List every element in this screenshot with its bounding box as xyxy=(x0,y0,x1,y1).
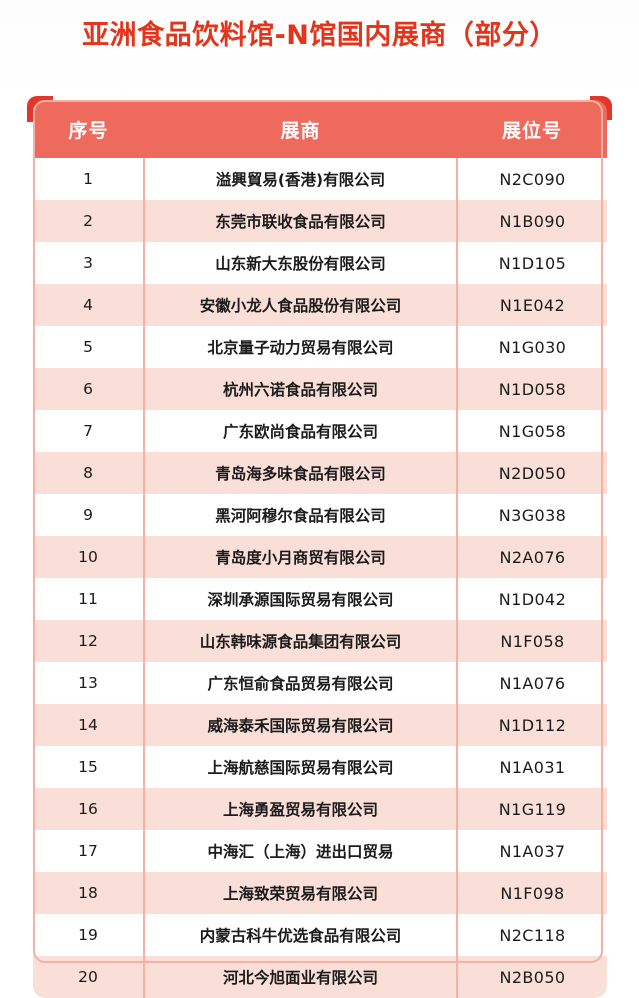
cell-booth: N1A031 xyxy=(456,746,607,788)
cell-booth: N2C090 xyxy=(456,158,607,200)
page-title: 亚洲食品饮料馆-N馆国内展商（部分） xyxy=(82,20,557,51)
cell-no: 18 xyxy=(33,872,145,914)
cell-no: 13 xyxy=(33,662,145,704)
cell-booth: N1E042 xyxy=(456,284,607,326)
table-row: 6 杭州六诺食品有限公司 N1D058 xyxy=(33,368,607,410)
cell-no: 4 xyxy=(33,284,145,326)
cell-booth: N1G119 xyxy=(456,788,607,830)
cell-no: 9 xyxy=(33,494,145,536)
table-header: 序号 展商 展位号 xyxy=(33,100,607,158)
cell-no: 14 xyxy=(33,704,145,746)
cell-no: 20 xyxy=(33,956,145,998)
cell-no: 19 xyxy=(33,914,145,956)
cell-booth: N1A076 xyxy=(456,662,607,704)
cell-no: 1 xyxy=(33,158,145,200)
cell-booth: N1G030 xyxy=(456,326,607,368)
table-row: 5 北京量子动力贸易有限公司 N1G030 xyxy=(33,326,607,368)
table-row: 20 河北今旭面业有限公司 N2B050 xyxy=(33,956,607,998)
cell-no: 8 xyxy=(33,452,145,494)
cell-exhibitor: 山东新大东股份有限公司 xyxy=(143,242,458,284)
cell-exhibitor: 上海航慈国际贸易有限公司 xyxy=(143,746,458,788)
cell-booth: N1B090 xyxy=(456,200,607,242)
table-row: 4 安徽小龙人食品股份有限公司 N1E042 xyxy=(33,284,607,326)
cell-booth: N1F098 xyxy=(456,872,607,914)
cell-no: 10 xyxy=(33,536,145,578)
cell-exhibitor: 杭州六诺食品有限公司 xyxy=(143,368,458,410)
cell-exhibitor: 山东韩味源食品集团有限公司 xyxy=(143,620,458,662)
cell-booth: N2B050 xyxy=(456,956,607,998)
cell-booth: N1D105 xyxy=(456,242,607,284)
cell-no: 12 xyxy=(33,620,145,662)
cell-no: 5 xyxy=(33,326,145,368)
table-row: 1 溢興貿易(香港)有限公司 N2C090 xyxy=(33,158,607,200)
table-row: 14 威海泰禾国际贸易有限公司 N1D112 xyxy=(33,704,607,746)
exhibitor-table: 序号 展商 展位号 1 溢興貿易(香港)有限公司 N2C090 2 东莞市联收食品有限… xyxy=(33,100,607,998)
cell-no: 17 xyxy=(33,830,145,872)
cell-exhibitor: 青岛海多味食品有限公司 xyxy=(143,452,458,494)
table-row: 8 青岛海多味食品有限公司 N2D050 xyxy=(33,452,607,494)
table-body: 1 溢興貿易(香港)有限公司 N2C090 2 东莞市联收食品有限公司 N1B090 3… xyxy=(33,158,607,998)
column-header-exhibitor: 展商 xyxy=(144,100,457,158)
cell-exhibitor: 东莞市联收食品有限公司 xyxy=(143,200,458,242)
cell-no: 3 xyxy=(33,242,145,284)
cell-exhibitor: 青岛度小月商贸有限公司 xyxy=(143,536,458,578)
cell-booth: N1G058 xyxy=(456,410,607,452)
table-row: 11 深圳承源国际贸易有限公司 N1D042 xyxy=(33,578,607,620)
cell-exhibitor: 溢興貿易(香港)有限公司 xyxy=(143,158,458,200)
table-row: 7 广东欧尚食品有限公司 N1G058 xyxy=(33,410,607,452)
table-row: 9 黑河阿穆尔食品有限公司 N3G038 xyxy=(33,494,607,536)
table-row: 17 中海汇（上海）进出口贸易 N1A037 xyxy=(33,830,607,872)
table-row: 16 上海勇盈贸易有限公司 N1G119 xyxy=(33,788,607,830)
cell-exhibitor: 威海泰禾国际贸易有限公司 xyxy=(143,704,458,746)
cell-exhibitor: 广东恒俞食品贸易有限公司 xyxy=(143,662,458,704)
exhibitor-table-container: 序号 展商 展位号 1 溢興貿易(香港)有限公司 N2C090 2 东莞市联收食品有限… xyxy=(27,96,612,998)
cell-exhibitor: 广东欧尚食品有限公司 xyxy=(143,410,458,452)
cell-exhibitor: 上海勇盈贸易有限公司 xyxy=(143,788,458,830)
cell-exhibitor: 北京量子动力贸易有限公司 xyxy=(143,326,458,368)
cell-exhibitor: 河北今旭面业有限公司 xyxy=(143,956,458,998)
cell-exhibitor: 内蒙古科牛优选食品有限公司 xyxy=(143,914,458,956)
cell-no: 2 xyxy=(33,200,145,242)
cell-exhibitor: 上海致荣贸易有限公司 xyxy=(143,872,458,914)
cell-booth: N1D112 xyxy=(456,704,607,746)
table-row: 2 东莞市联收食品有限公司 N1B090 xyxy=(33,200,607,242)
cell-exhibitor: 中海汇（上海）进出口贸易 xyxy=(143,830,458,872)
table-row: 12 山东韩味源食品集团有限公司 N1F058 xyxy=(33,620,607,662)
cell-no: 15 xyxy=(33,746,145,788)
cell-exhibitor: 安徽小龙人食品股份有限公司 xyxy=(143,284,458,326)
cell-booth: N1F058 xyxy=(456,620,607,662)
cell-booth: N3G038 xyxy=(456,494,607,536)
column-header-no: 序号 xyxy=(33,100,144,158)
cell-no: 7 xyxy=(33,410,145,452)
table-header-row: 序号 展商 展位号 xyxy=(33,100,607,158)
table-row: 15 上海航慈国际贸易有限公司 N1A031 xyxy=(33,746,607,788)
table-row: 19 内蒙古科牛优选食品有限公司 N2C118 xyxy=(33,914,607,956)
cell-booth: N1A037 xyxy=(456,830,607,872)
cell-booth: N2C118 xyxy=(456,914,607,956)
column-header-booth: 展位号 xyxy=(457,100,607,158)
cell-booth: N2D050 xyxy=(456,452,607,494)
table-row: 18 上海致荣贸易有限公司 N1F098 xyxy=(33,872,607,914)
cell-no: 11 xyxy=(33,578,145,620)
table-row: 10 青岛度小月商贸有限公司 N2A076 xyxy=(33,536,607,578)
cell-exhibitor: 深圳承源国际贸易有限公司 xyxy=(143,578,458,620)
cell-booth: N1D042 xyxy=(456,578,607,620)
cell-no: 16 xyxy=(33,788,145,830)
cell-booth: N2A076 xyxy=(456,536,607,578)
table-row: 3 山东新大东股份有限公司 N1D105 xyxy=(33,242,607,284)
cell-exhibitor: 黑河阿穆尔食品有限公司 xyxy=(143,494,458,536)
table-row: 13 广东恒俞食品贸易有限公司 N1A076 xyxy=(33,662,607,704)
cell-booth: N1D058 xyxy=(456,368,607,410)
cell-no: 6 xyxy=(33,368,145,410)
